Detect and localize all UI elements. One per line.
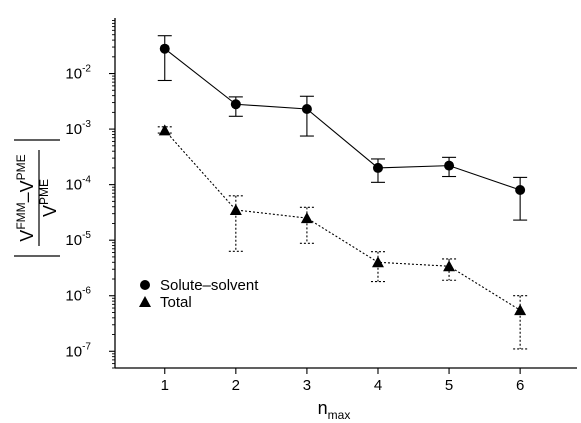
series-total (157, 124, 528, 350)
data-point (230, 99, 241, 110)
legend-marker-1 (139, 296, 151, 307)
y-tick-label: 10-5 (65, 230, 91, 249)
data-point (158, 124, 171, 136)
data-point (229, 203, 242, 215)
series-line (164, 48, 521, 191)
error-bar (513, 176, 528, 221)
x-tick-label: 6 (516, 377, 524, 394)
x-axis-title: nmax (318, 398, 351, 422)
x-tick-label: 3 (303, 377, 311, 394)
error-bar (157, 35, 172, 82)
x-axis-title-sub: max (328, 408, 351, 422)
x-tick-label: 1 (161, 377, 169, 394)
x-tick-label: 2 (232, 377, 240, 394)
data-point (443, 260, 456, 272)
data-point (514, 304, 527, 316)
x-axis-title-main: n (318, 398, 328, 418)
axes (114, 18, 577, 369)
data-point (371, 256, 384, 268)
y-tick-label: 10-4 (65, 175, 91, 194)
data-point (444, 160, 455, 171)
y-tick-label: 10-6 (65, 286, 91, 305)
error-bar (513, 295, 528, 350)
data-point (159, 43, 170, 54)
x-tick-label: 4 (374, 377, 382, 394)
legend-marker-0 (140, 280, 150, 290)
data-point (300, 212, 313, 224)
error-bar (442, 258, 457, 281)
y-axis-numerator: VFMM–VPME (14, 154, 37, 241)
data-point (372, 162, 383, 173)
data-point (515, 185, 526, 196)
error-bar (299, 95, 314, 137)
y-tick-label: 10-3 (65, 119, 91, 138)
y-axis-denominator: VPME (37, 179, 60, 217)
y-tick-label: 10-2 (65, 64, 91, 83)
x-tick-label: 5 (445, 377, 453, 394)
legend-label-0: Solute–solvent (160, 277, 259, 294)
series-line (164, 129, 521, 311)
y-axis-title: VFMM–VPME VPME (14, 139, 60, 257)
ticks: 1 2 3 4 5 6 10-2 10-3 10-4 10-5 10-6 10-7 (65, 20, 524, 394)
series-solute-solvent (157, 35, 528, 221)
y-tick-label: 10-7 (65, 341, 91, 360)
data-point (301, 104, 312, 115)
legend-label-1: Total (160, 294, 192, 311)
series-layer (157, 35, 528, 350)
